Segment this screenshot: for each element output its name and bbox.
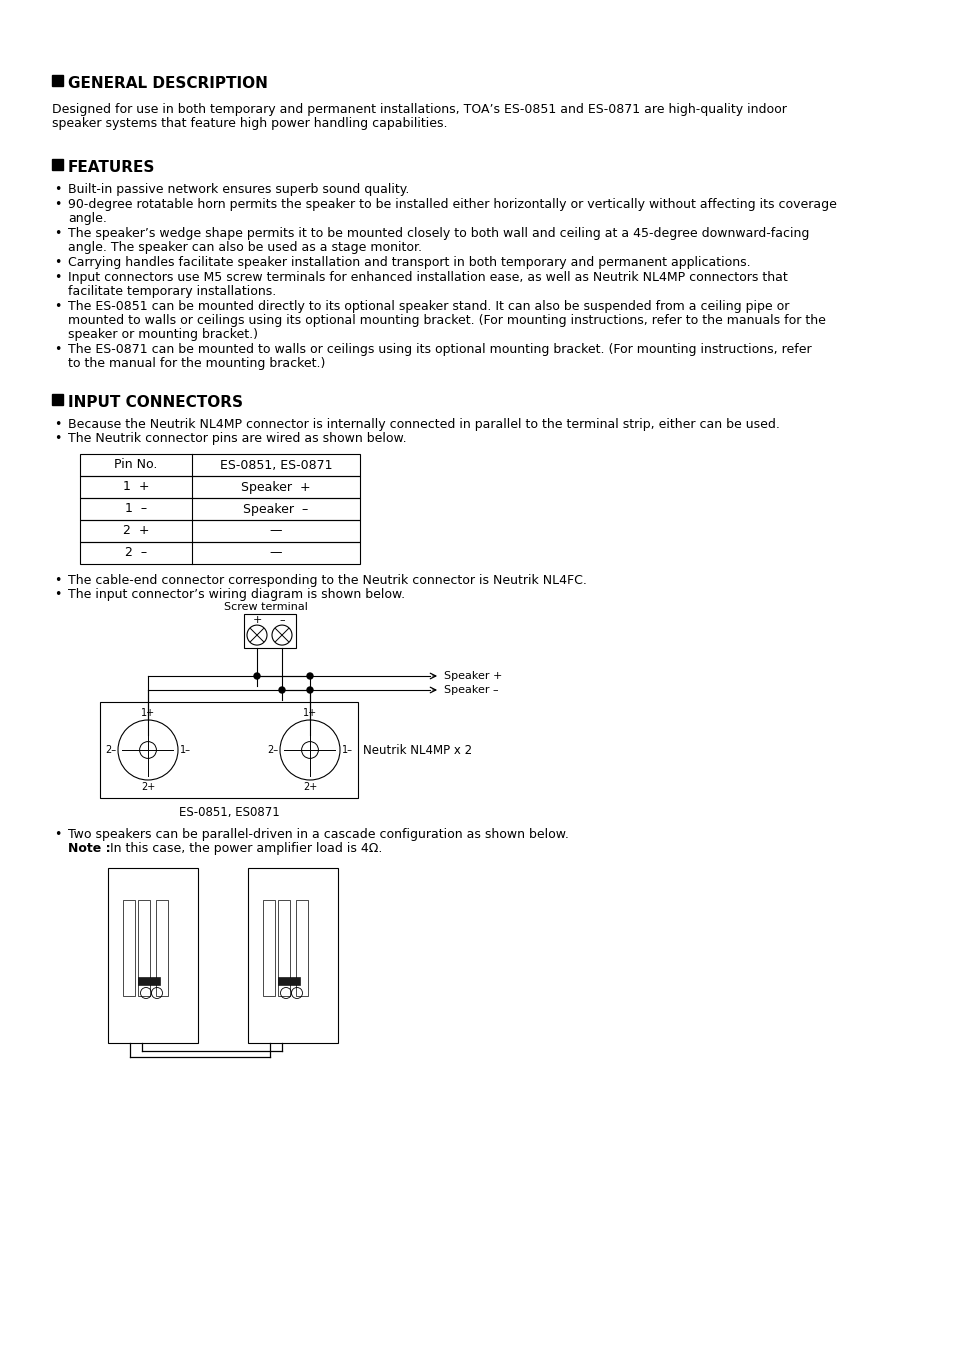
Text: +: + [252,615,261,626]
Text: INPUT CONNECTORS: INPUT CONNECTORS [68,394,243,409]
Text: 2–: 2– [105,744,116,755]
Circle shape [307,673,313,680]
Text: •: • [54,199,61,211]
Text: speaker or mounting bracket.): speaker or mounting bracket.) [68,328,257,340]
Circle shape [307,688,313,693]
Text: •: • [54,227,61,240]
Bar [100,703,357,798]
Text: •: • [54,255,61,269]
Text: GENERAL DESCRIPTION: GENERAL DESCRIPTION [68,76,268,91]
Text: 1–: 1– [180,744,191,755]
Bar [80,499,359,520]
Text: ES-0851, ES0871: ES-0851, ES0871 [178,807,279,819]
Text: Neutrik NL4MP x 2: Neutrik NL4MP x 2 [363,743,472,757]
Bar [248,867,337,1043]
Text: The Neutrik connector pins are wired as shown below.: The Neutrik connector pins are wired as … [68,432,406,444]
Text: •: • [54,588,61,601]
Text: Screw terminal: Screw terminal [224,603,308,612]
Text: •: • [54,828,61,842]
Text: —: — [270,524,282,538]
Text: Speaker  +: Speaker + [241,481,311,493]
Circle shape [278,688,285,693]
Text: 90-degree rotatable horn permits the speaker to be installed either horizontally: 90-degree rotatable horn permits the spe… [68,199,836,211]
Text: Speaker  –: Speaker – [243,503,309,516]
Text: •: • [54,182,61,196]
Text: Pin No.: Pin No. [114,458,157,471]
Bar [52,394,63,405]
Text: The speaker’s wedge shape permits it to be mounted closely to both wall and ceil: The speaker’s wedge shape permits it to … [68,227,808,240]
Text: 1+: 1+ [303,708,316,717]
Text: Speaker +: Speaker + [443,671,502,681]
Text: Speaker –: Speaker – [443,685,498,694]
Text: Designed for use in both temporary and permanent installations, TOA’s ES-0851 an: Designed for use in both temporary and p… [52,103,786,116]
Bar [277,977,299,985]
Circle shape [253,673,260,680]
Text: Two speakers can be parallel-driven in a cascade configuration as shown below.: Two speakers can be parallel-driven in a… [68,828,568,842]
Text: Because the Neutrik NL4MP connector is internally connected in parallel to the t: Because the Neutrik NL4MP connector is i… [68,417,779,431]
Text: 1–: 1– [341,744,353,755]
Bar [244,613,295,648]
Text: •: • [54,272,61,284]
Bar [80,454,359,476]
Text: 2  +: 2 + [123,524,149,538]
Text: 2–: 2– [267,744,277,755]
Text: •: • [54,432,61,444]
Text: 1  –: 1 – [125,503,147,516]
Text: The ES-0851 can be mounted directly to its optional speaker stand. It can also b: The ES-0851 can be mounted directly to i… [68,300,788,313]
Text: angle. The speaker can also be used as a stage monitor.: angle. The speaker can also be used as a… [68,240,421,254]
Bar [108,867,198,1043]
Text: Carrying handles facilitate speaker installation and transport in both temporary: Carrying handles facilitate speaker inst… [68,255,750,269]
Text: •: • [54,300,61,313]
Bar [123,900,135,996]
Text: speaker systems that feature high power handling capabilities.: speaker systems that feature high power … [52,118,447,130]
Bar [156,900,168,996]
Text: 2+: 2+ [302,782,316,792]
Text: Note :: Note : [68,842,111,855]
Text: In this case, the power amplifier load is 4Ω.: In this case, the power amplifier load i… [106,842,382,855]
Text: 2  –: 2 – [125,547,147,559]
Bar [277,900,290,996]
Text: •: • [54,574,61,586]
Text: •: • [54,343,61,357]
Text: –: – [279,615,285,626]
Text: mounted to walls or ceilings using its optional mounting bracket. (For mounting : mounted to walls or ceilings using its o… [68,313,825,327]
Bar [80,542,359,563]
Bar [138,900,150,996]
Text: angle.: angle. [68,212,107,226]
Bar [80,520,359,542]
Bar [263,900,274,996]
Text: Input connectors use M5 screw terminals for enhanced installation ease, as well : Input connectors use M5 screw terminals … [68,272,787,284]
Text: The input connector’s wiring diagram is shown below.: The input connector’s wiring diagram is … [68,588,405,601]
Text: 2+: 2+ [141,782,155,792]
Bar [295,900,308,996]
Text: •: • [54,417,61,431]
Text: 1  +: 1 + [123,481,149,493]
Text: facilitate temporary installations.: facilitate temporary installations. [68,285,276,299]
Bar [52,76,63,86]
Text: to the manual for the mounting bracket.): to the manual for the mounting bracket.) [68,357,325,370]
Bar [80,476,359,499]
Text: FEATURES: FEATURES [68,159,155,176]
Bar [52,159,63,170]
Text: The cable-end connector corresponding to the Neutrik connector is Neutrik NL4FC.: The cable-end connector corresponding to… [68,574,586,586]
Bar [138,977,160,985]
Text: —: — [270,547,282,559]
Text: Built-in passive network ensures superb sound quality.: Built-in passive network ensures superb … [68,182,409,196]
Text: 1+: 1+ [141,708,155,717]
Text: The ES-0871 can be mounted to walls or ceilings using its optional mounting brac: The ES-0871 can be mounted to walls or c… [68,343,811,357]
Text: ES-0851, ES-0871: ES-0851, ES-0871 [219,458,332,471]
